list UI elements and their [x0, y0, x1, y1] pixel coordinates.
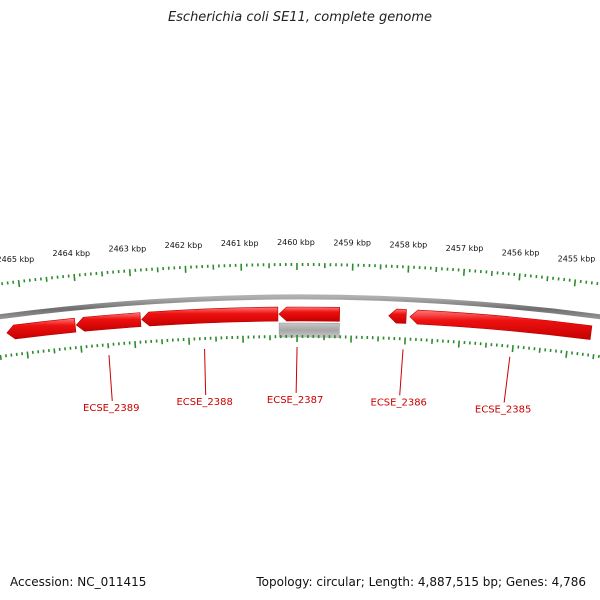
- gene-leader-line: [108, 355, 113, 402]
- gene-label[interactable]: ECSE_2387: [267, 395, 323, 406]
- outer-ruler-tick: [128, 269, 131, 277]
- gene-leader-line: [399, 349, 404, 396]
- inner-ruler: [0, 335, 600, 361]
- ruler-label: 2459 kbp: [333, 239, 371, 248]
- ruler-label: 2463 kbp: [108, 244, 146, 253]
- inner-ruler-tick: [134, 340, 137, 349]
- ruler-label: 2461 kbp: [221, 239, 259, 248]
- inner-ruler-tick: [80, 345, 83, 353]
- map-title: Escherichia coli SE11, complete genome: [167, 10, 433, 25]
- gene-leader-line: [295, 346, 298, 394]
- gray-feature: [278, 322, 340, 338]
- ruler-label: 2456 kbp: [502, 248, 540, 257]
- inner-ruler-tick: [565, 350, 568, 358]
- gene-arrow[interactable]: [6, 317, 77, 340]
- gene-label[interactable]: ECSE_2386: [371, 397, 427, 408]
- ruler-label: 2460 kbp: [277, 238, 315, 247]
- outer-ruler-tick: [518, 273, 521, 281]
- gray-feature-track: [278, 322, 340, 338]
- genome-summary: Topology: circular; Length: 4,887,515 bp…: [256, 575, 586, 589]
- outer-ruler-tick: [45, 276, 48, 282]
- gene-arrow[interactable]: [278, 306, 341, 322]
- inner-ruler-tick: [538, 347, 541, 353]
- inner-ruler-tick: [592, 354, 595, 360]
- inner-ruler-tick: [511, 345, 514, 353]
- genome-backbone: [0, 294, 600, 320]
- inner-ruler-tick: [0, 354, 2, 361]
- ruler-label: 2455 kbp: [558, 254, 596, 263]
- ruler-label: 2457 kbp: [446, 244, 484, 253]
- ruler-labels: 2465 kbp 2464 kbp 2463 kbp 2462 kbp 2461 kbp…: [0, 238, 595, 264]
- inner-ruler-tick: [26, 351, 29, 359]
- outer-ruler-tick: [17, 279, 21, 288]
- outer-ruler-tick: [546, 276, 549, 282]
- gene-labels: ECSE_2389 ECSE_2388 ECSE_2387 ECSE_2386 ECSE…: [83, 395, 531, 416]
- accession-text: Accession: NC_011415: [10, 575, 147, 589]
- outer-ruler-tick: [73, 273, 76, 282]
- outer-ruler: [1, 263, 599, 288]
- gene-label[interactable]: ECSE_2388: [176, 397, 232, 408]
- gene-leader-line: [204, 349, 207, 395]
- gene-leader-line: [503, 356, 511, 403]
- gene-label[interactable]: ECSE_2385: [475, 405, 531, 416]
- ruler-label: 2465 kbp: [0, 255, 34, 264]
- inner-ruler-tick: [53, 348, 56, 354]
- gene-label-leaders: [108, 346, 511, 403]
- ruler-label: 2464 kbp: [52, 249, 90, 258]
- gene-label[interactable]: ECSE_2389: [83, 403, 139, 414]
- gene-arrow[interactable]: [141, 306, 279, 327]
- ruler-label: 2462 kbp: [165, 241, 203, 250]
- ruler-label: 2458 kbp: [390, 241, 428, 250]
- gene-arrow[interactable]: [75, 312, 142, 332]
- gene-track: [6, 306, 593, 340]
- gene-arrow[interactable]: [409, 309, 593, 340]
- gene-arrow[interactable]: [388, 308, 407, 324]
- outer-ruler-tick: [573, 279, 577, 287]
